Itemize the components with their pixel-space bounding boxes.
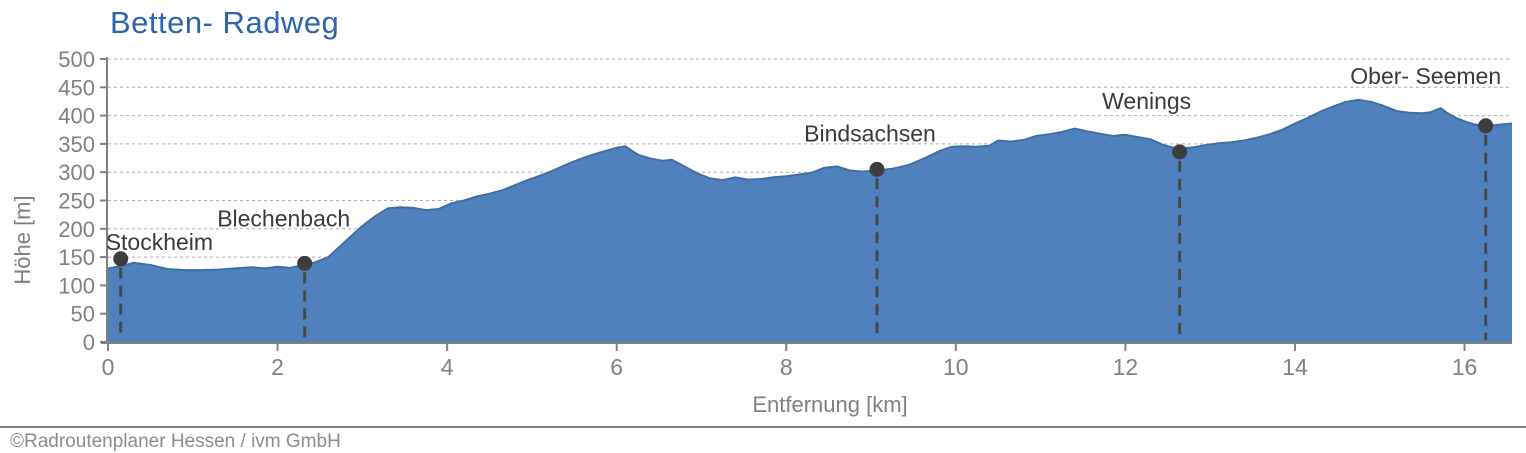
elevation-area xyxy=(108,99,1512,342)
waypoint-dot xyxy=(113,251,129,267)
y-tick-label: 400 xyxy=(58,104,95,129)
waypoint-dot xyxy=(1478,118,1494,134)
y-tick-label: 50 xyxy=(71,302,95,327)
elevation-curve xyxy=(107,98,1513,272)
y-tick-label: 100 xyxy=(58,273,95,298)
waypoint-dot xyxy=(1172,144,1188,160)
y-tick-label: 200 xyxy=(58,217,95,242)
y-tick-label: 350 xyxy=(58,132,95,157)
y-tick-label: 500 xyxy=(58,47,95,72)
x-axis-title: Entfernung [km] xyxy=(752,392,908,417)
footer-divider xyxy=(0,426,1526,428)
waypoint-label: Blechenbach xyxy=(217,205,350,231)
x-tick-label: 14 xyxy=(1282,354,1308,380)
x-tick-label: 0 xyxy=(102,354,115,380)
y-tick-label: 450 xyxy=(58,75,95,100)
x-tick-label: 16 xyxy=(1452,354,1478,380)
x-tick-label: 10 xyxy=(943,354,969,380)
y-tick-label: 150 xyxy=(58,245,95,270)
x-tick-label: 12 xyxy=(1113,354,1139,380)
waypoint-label: Stockheim xyxy=(106,229,213,255)
y-tick-label: 250 xyxy=(58,189,95,214)
y-tick-label: 0 xyxy=(83,330,95,355)
x-tick-label: 6 xyxy=(610,354,623,380)
chart-title: Betten- Radweg xyxy=(110,5,340,40)
x-tick-label: 4 xyxy=(441,354,454,380)
y-tick-label: 300 xyxy=(58,160,95,185)
waypoint-dot xyxy=(297,255,313,271)
copyright-text: ©Radroutenplaner Hessen / ivm GmbH xyxy=(10,431,341,452)
waypoint-label: Ober- Seemen xyxy=(1350,63,1501,89)
x-tick-label: 2 xyxy=(271,354,284,380)
x-tick-label: 8 xyxy=(780,354,793,380)
waypoint-dot xyxy=(869,161,885,177)
waypoint-label: Wenings xyxy=(1102,88,1191,114)
waypoint-label: Bindsachsen xyxy=(804,120,936,146)
